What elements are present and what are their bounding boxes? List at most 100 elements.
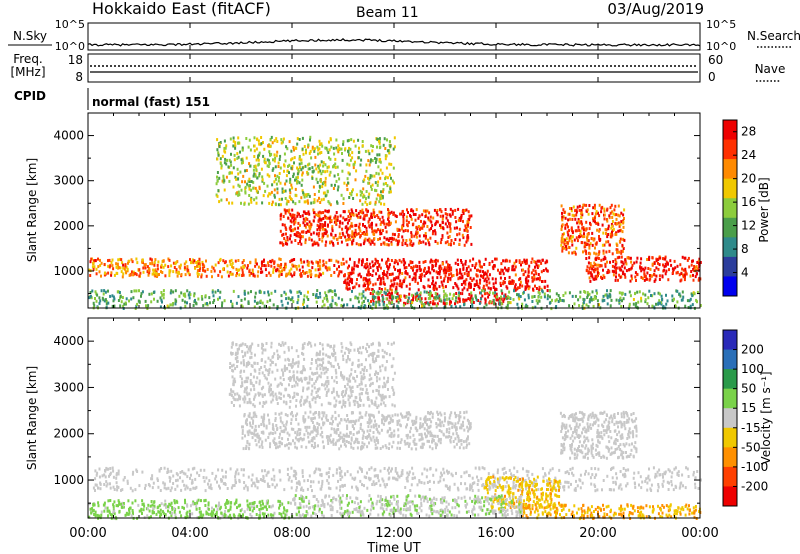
- scatter-cell: [619, 228, 622, 232]
- scatter-cell: [325, 418, 328, 422]
- scatter-cell: [274, 165, 277, 169]
- velocity-scatter-data: [88, 341, 702, 521]
- scatter-cell: [350, 222, 353, 226]
- scatter-cell: [661, 298, 664, 302]
- scatter-cell: [134, 272, 137, 275]
- scatter-cell: [432, 285, 435, 289]
- scatter-cell: [168, 258, 171, 262]
- scatter-cell: [288, 195, 291, 199]
- scatter-cell: [325, 414, 328, 418]
- scatter-cell: [578, 208, 581, 212]
- scatter-cell: [602, 268, 604, 272]
- scatter-cell: [494, 291, 497, 295]
- scatter-cell: [390, 272, 392, 276]
- scatter-cell: [613, 208, 616, 212]
- scatter-cell: [670, 263, 673, 267]
- scatter-cell: [380, 196, 383, 200]
- scatter-cell: [156, 263, 159, 267]
- scatter-cell: [505, 305, 508, 309]
- scatter-cell: [308, 230, 311, 233]
- scatter-cell: [579, 473, 582, 477]
- scatter-cell: [103, 289, 106, 293]
- scatter-cell: [388, 291, 391, 295]
- scatter-cell: [342, 197, 345, 201]
- scatter-cell: [310, 417, 313, 421]
- scatter-cell: [255, 168, 258, 172]
- scatter-cell: [162, 265, 165, 269]
- scatter-cell: [236, 468, 239, 472]
- scatter-cell: [309, 138, 311, 142]
- scatter-cell: [198, 265, 201, 268]
- scatter-cell: [288, 163, 291, 167]
- scatter-cell: [253, 144, 256, 148]
- scatter-cell: [355, 419, 358, 423]
- scatter-cell: [323, 411, 326, 415]
- scatter-cell: [696, 261, 699, 264]
- scatter-cell: [607, 240, 610, 244]
- scatter-cell: [366, 273, 369, 277]
- scatter-cell: [328, 140, 330, 144]
- scatter-cell: [377, 172, 380, 176]
- scatter-cell: [167, 257, 170, 261]
- scatter-cell: [363, 442, 366, 446]
- scatter-cell: [602, 294, 605, 298]
- scatter-cell: [383, 483, 386, 487]
- scatter-cell: [135, 289, 138, 293]
- scatter-cell: [237, 472, 240, 476]
- scatter-cell: [597, 263, 600, 267]
- scatter-cell: [317, 261, 320, 265]
- scatter-cell: [257, 270, 260, 274]
- scatter-cell: [415, 235, 418, 239]
- scatter-cell: [274, 177, 277, 181]
- scatter-cell: [609, 232, 612, 236]
- scatter-cell: [439, 424, 442, 428]
- scatter-cell: [466, 238, 469, 242]
- scatter-cell: [397, 233, 400, 236]
- scatter-cell: [399, 294, 402, 298]
- scatter-cell: [442, 467, 445, 471]
- scatter-cell: [657, 261, 659, 265]
- scatter-cell: [659, 256, 662, 260]
- scatter-cell: [317, 268, 320, 272]
- scatter-cell: [537, 487, 540, 491]
- scatter-cell: [347, 215, 350, 219]
- colorbar-tick-label: 24: [741, 148, 756, 162]
- scatter-cell: [351, 278, 354, 282]
- scatter-cell: [345, 432, 348, 436]
- scatter-cell: [351, 232, 354, 236]
- scatter-cell: [401, 209, 404, 213]
- scatter-cell: [564, 216, 567, 220]
- scatter-cell: [202, 266, 204, 270]
- scatter-cell: [351, 268, 354, 272]
- scatter-cell: [319, 169, 322, 173]
- scatter-cell: [240, 188, 243, 192]
- scatter-cell: [362, 294, 365, 298]
- scatter-cell: [451, 212, 454, 216]
- scatter-cell: [405, 284, 408, 288]
- scatter-cell: [300, 260, 303, 264]
- scatter-cell: [167, 305, 170, 309]
- scatter-cell: [271, 141, 274, 145]
- scatter-cell: [208, 485, 211, 489]
- scatter-cell: [156, 477, 159, 481]
- scatter-cell: [261, 301, 264, 305]
- scatter-cell: [361, 292, 364, 296]
- scatter-cell: [362, 284, 365, 288]
- scatter-cell: [222, 174, 225, 178]
- scatter-cell: [420, 481, 423, 485]
- scatter-cell: [112, 267, 115, 271]
- scatter-cell: [387, 243, 390, 247]
- scatter-cell: [615, 476, 618, 480]
- colorbar-segment: [723, 256, 737, 277]
- scatter-cell: [367, 271, 370, 274]
- scatter-cell: [327, 200, 330, 204]
- scatter-cell: [465, 470, 468, 474]
- scatter-cell: [574, 209, 577, 213]
- scatter-cell: [418, 234, 421, 238]
- scatter-cell: [322, 191, 325, 195]
- scatter-cell: [292, 200, 295, 204]
- scatter-cell: [681, 267, 684, 271]
- scatter-cell: [483, 305, 486, 309]
- scatter-cell: [611, 269, 614, 273]
- scatter-cell: [426, 271, 429, 274]
